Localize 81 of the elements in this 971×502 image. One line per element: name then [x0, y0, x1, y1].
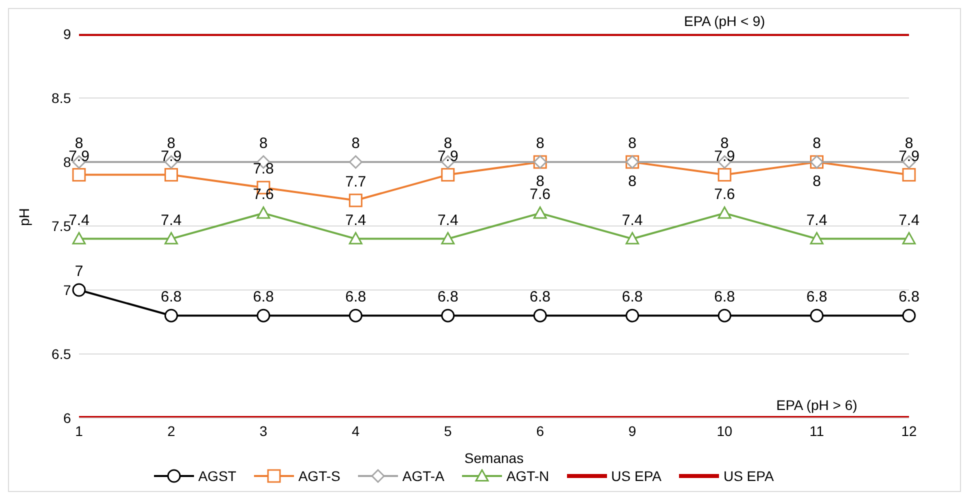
point: [348, 308, 362, 322]
y-tick-label: 8: [63, 154, 72, 170]
point: [902, 308, 916, 322]
data-label: 6.8: [253, 288, 274, 306]
y-tick-label: 7: [63, 282, 72, 298]
point: [164, 168, 178, 182]
x-axis-title: Semanas: [464, 450, 524, 466]
x-tick-label: 1: [75, 422, 84, 439]
y-tick-label: 7.5: [52, 218, 72, 234]
x-tick-label: 6: [536, 422, 544, 439]
data-label: 8: [74, 135, 84, 152]
data-label: 8: [628, 135, 637, 152]
point: [902, 168, 916, 182]
point: [164, 308, 178, 322]
x-tick-label: 5: [444, 422, 452, 439]
point: [533, 308, 547, 322]
point: [718, 168, 732, 182]
legend-label: US EPA: [723, 468, 774, 484]
y-tick-label: 8.5: [52, 90, 72, 106]
annotation: EPA (pH < 9): [684, 13, 766, 29]
point: [718, 206, 732, 219]
data-label: 7.8: [253, 160, 274, 178]
data-label: 6.8: [345, 288, 366, 306]
data-label: 6.8: [714, 288, 735, 306]
legend-label: AGT-A: [402, 468, 444, 484]
point: [256, 206, 270, 219]
point: [902, 232, 916, 244]
point: [72, 168, 86, 182]
data-label: 8: [628, 173, 637, 190]
data-label: 6.8: [622, 288, 643, 306]
x-tick-label: 4: [352, 422, 360, 439]
point: [348, 232, 362, 244]
point: [348, 155, 362, 169]
data-label: 7.6: [714, 186, 735, 204]
data-label: 7: [74, 263, 84, 280]
point: [256, 308, 270, 322]
data-label: 7.7: [345, 173, 366, 190]
legend-label: AGST: [198, 468, 236, 484]
data-label: 8: [536, 135, 544, 152]
x-tick-label: 9: [628, 422, 636, 439]
legend-label: AGT-N: [506, 468, 550, 484]
data-label: 7.4: [806, 212, 828, 229]
x-tick-label: 2: [167, 422, 176, 439]
point: [441, 308, 455, 322]
data-label: 7.4: [622, 212, 643, 229]
point: [441, 232, 455, 244]
point: [533, 206, 547, 219]
legend-label: AGT-S: [298, 468, 340, 484]
point: [72, 232, 86, 244]
point: [810, 308, 824, 322]
legend-label: US EPA: [611, 468, 662, 484]
x-tick-label: 10: [716, 422, 733, 439]
data-label: 8: [812, 135, 821, 152]
y-tick-label: 6: [63, 410, 72, 426]
data-label: 6.8: [437, 288, 458, 306]
y-tick-label: 9: [63, 26, 72, 42]
annotation: EPA (pH > 6): [776, 397, 858, 413]
data-label: 8: [259, 135, 268, 152]
data-label: 8: [351, 135, 360, 152]
data-label: 7.4: [898, 212, 920, 229]
data-label: 6.8: [160, 288, 182, 306]
point: [626, 308, 640, 322]
point: [626, 232, 640, 244]
point: [810, 232, 824, 244]
point: [348, 194, 362, 208]
data-label: 6.8: [806, 288, 828, 306]
x-tick-label: 12: [901, 422, 917, 439]
y-tick-label: 6.5: [52, 346, 72, 362]
point: [72, 283, 86, 297]
data-label: 6.8: [530, 288, 551, 306]
x-tick-label: 11: [810, 422, 824, 439]
data-label: 7.4: [437, 212, 458, 229]
data-label: 7.4: [345, 212, 366, 229]
data-label: 7.4: [160, 212, 182, 229]
data-label: 6.8: [898, 288, 920, 306]
point: [441, 168, 455, 182]
y-axis-title: pH: [16, 208, 32, 226]
point: [718, 308, 732, 322]
data-label: 8: [812, 173, 821, 190]
x-tick-label: 3: [260, 422, 268, 439]
point: [164, 232, 178, 244]
